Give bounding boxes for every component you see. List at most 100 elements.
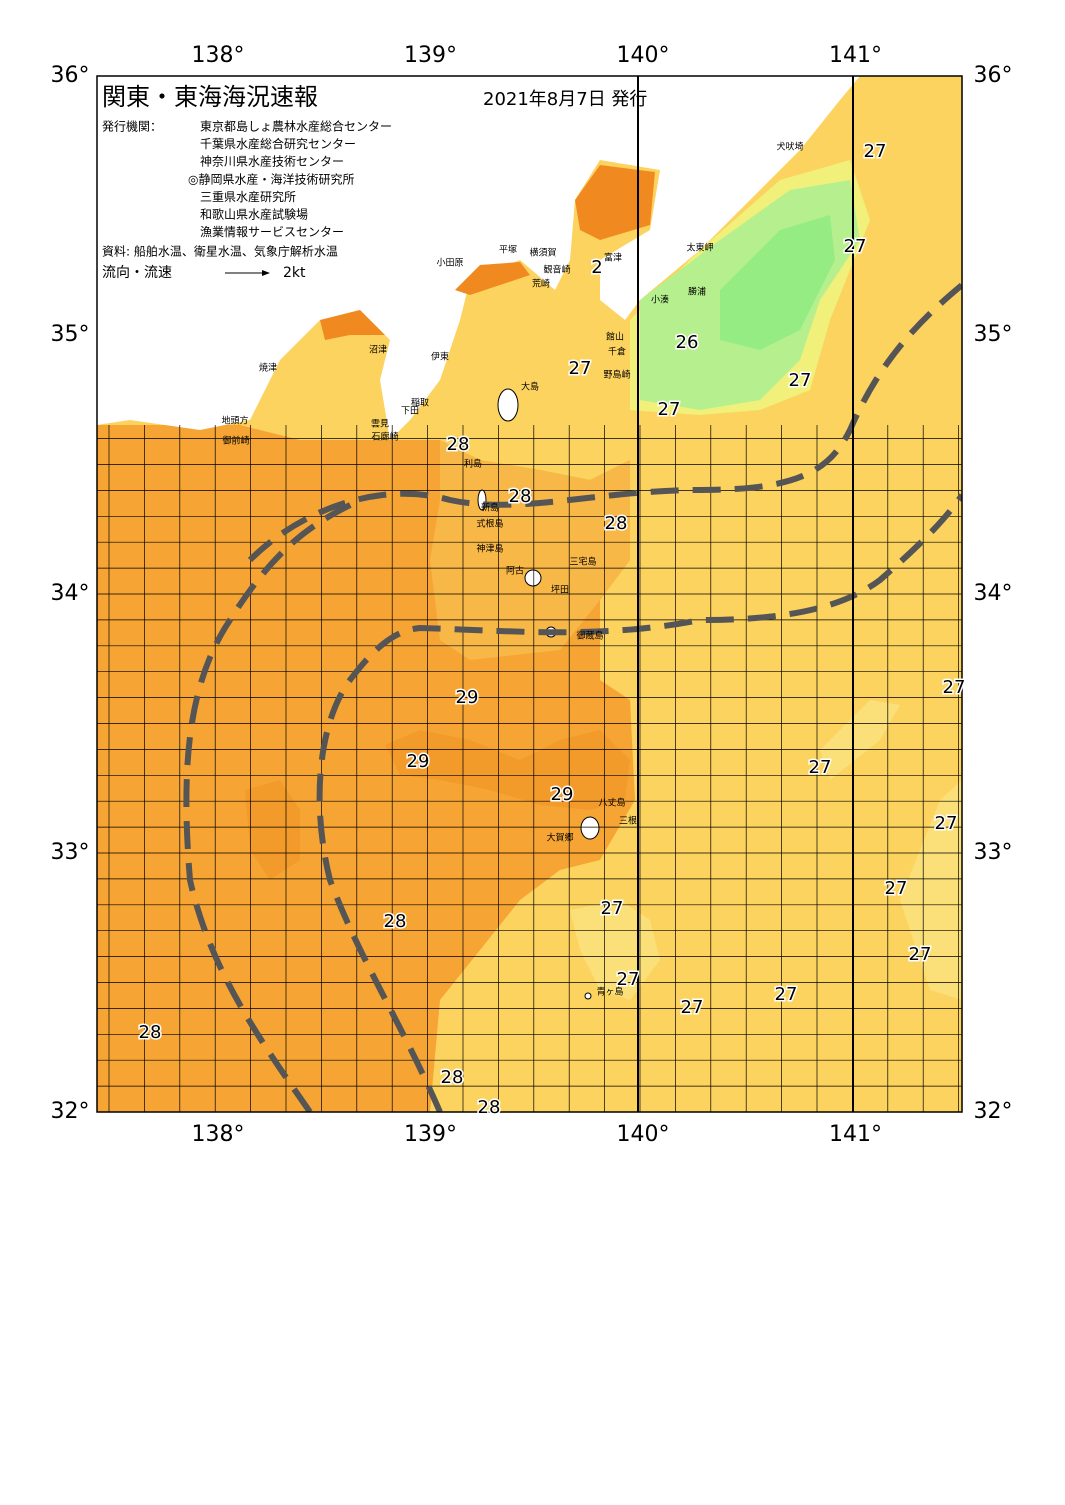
isotherm-label: 27: [601, 898, 624, 919]
place-name: 犬吠埼: [776, 141, 803, 153]
lon-tick-label: 141°: [829, 1122, 882, 1147]
isotherm-label: 27: [844, 236, 867, 257]
peninsula-orange: [575, 165, 655, 240]
place-name: 沼津: [369, 345, 387, 356]
isotherm-label: 27: [681, 997, 704, 1018]
agency: 神奈川県水産技術センター: [200, 154, 344, 169]
place-name: 石廊崎: [371, 431, 398, 443]
lat-tick-label: 36°: [974, 63, 1013, 88]
map-frame: [96, 75, 963, 1113]
place-name: 阿古: [506, 565, 524, 577]
isotherm-label: 28: [509, 486, 532, 507]
lat-tick-label: 34°: [51, 581, 90, 606]
lat-tick-label: 34°: [974, 581, 1013, 606]
place-name: 勝浦: [688, 286, 706, 298]
sea-orange-deep: [385, 730, 630, 810]
isotherm-label: 26: [676, 332, 699, 353]
island: [580, 816, 600, 840]
lat-tick-label: 32°: [51, 1099, 90, 1124]
place-name: 式根島: [476, 518, 503, 530]
lat-tick-label: 36°: [51, 63, 90, 88]
lon-tick-label: 138°: [192, 1122, 245, 1147]
agency: 千葉県水産総合研究センター: [200, 136, 356, 151]
place-name: 雲見: [371, 419, 389, 430]
isotherm-label: 27: [775, 984, 798, 1005]
place-name: 観音崎: [543, 264, 570, 276]
issuer-label: 発行機関：: [102, 119, 162, 134]
place-name: 横須賀: [529, 247, 556, 259]
isotherm-label: 27: [617, 969, 640, 990]
isotherm-label: 27: [864, 141, 887, 162]
sea-green-deep: [720, 215, 835, 350]
isotherm-label: 27: [909, 944, 932, 965]
kuroshio-path: [183, 282, 962, 1112]
flow-legend-speed: 2kt: [283, 265, 306, 281]
lat-tick-label: 33°: [51, 840, 90, 865]
agency: 漁業情報サービスセンター: [200, 225, 344, 239]
isotherm-label: 28: [447, 434, 470, 455]
island: [584, 992, 592, 1000]
place-name: 館山: [606, 331, 624, 343]
flow-legend-label: 流向・流速: [102, 265, 172, 281]
sea-light: [900, 780, 962, 1000]
isotherm-label: 27: [809, 757, 832, 778]
isotherm-label: 29: [456, 687, 479, 708]
place-name: 地頭方: [221, 415, 248, 427]
island: [497, 388, 519, 422]
coast-orange: [320, 310, 385, 340]
lon-tick-label: 140°: [617, 1122, 670, 1147]
place-name: 富津: [604, 252, 622, 264]
place-name: 平塚: [499, 245, 517, 256]
place-name: 青ヶ島: [596, 986, 623, 998]
place-name: 新島: [481, 502, 499, 514]
island: [524, 569, 542, 587]
title: 関東・東海海況速報: [102, 83, 318, 111]
source: 資料: 船舶水温、衛星水温、気象庁解析水温: [102, 244, 338, 259]
place-name: 大島: [521, 381, 539, 393]
isotherm-label: 27: [569, 358, 592, 379]
place-name: 小湊: [651, 294, 669, 306]
lon-tick-label: 140°: [617, 43, 670, 68]
isotherm-label: 27: [658, 399, 681, 420]
lon-tick-label: 138°: [192, 43, 245, 68]
isotherm-label: 27: [935, 813, 958, 834]
place-name: 太東岬: [686, 242, 713, 254]
place-name: 野島崎: [603, 369, 630, 381]
place-name: 三根: [619, 815, 637, 827]
isotherm-label: 27: [943, 677, 966, 698]
map-body: [97, 76, 962, 1112]
flow-legend-arrowhead: [262, 270, 270, 276]
place-name: 神津島: [476, 543, 503, 555]
isotherm-label: 29: [551, 784, 574, 805]
lat-tick-label: 35°: [974, 322, 1013, 347]
place-name: 三宅島: [569, 556, 596, 568]
agency: 東京都島しょ農林水産総合センター: [200, 119, 392, 134]
place-name: 利島: [464, 458, 482, 470]
lon-tick-label: 139°: [404, 43, 457, 68]
lat-tick-label: 33°: [974, 840, 1013, 865]
isotherm-label: 2: [591, 257, 602, 278]
lat-tick-label: 32°: [974, 1099, 1013, 1124]
place-name: 大賀郷: [546, 832, 573, 844]
grid: [97, 425, 962, 1112]
place-name: 焼津: [259, 363, 277, 374]
sea-light: [820, 700, 900, 780]
place-name: 御前崎: [222, 435, 249, 447]
isotherm-label: 28: [139, 1022, 162, 1043]
agency: 三重県水産研究所: [200, 189, 296, 204]
isotherm-label: 27: [885, 878, 908, 899]
place-name: 下田: [401, 406, 419, 417]
place-name: 伊東: [431, 351, 449, 363]
place-name: 小田原: [436, 258, 463, 269]
lon-tick-label: 141°: [829, 43, 882, 68]
lon-tick-label: 139°: [404, 1122, 457, 1147]
isotherm-label: 28: [478, 1097, 501, 1118]
coast-orange: [455, 262, 530, 295]
place-name: 荒崎: [532, 278, 550, 290]
issue-date: 2021年8月7日 発行: [483, 89, 647, 110]
place-name: 稲取: [411, 397, 429, 409]
isotherm-label: 28: [441, 1067, 464, 1088]
isotherm-label: 27: [789, 370, 812, 391]
land: [97, 76, 860, 440]
